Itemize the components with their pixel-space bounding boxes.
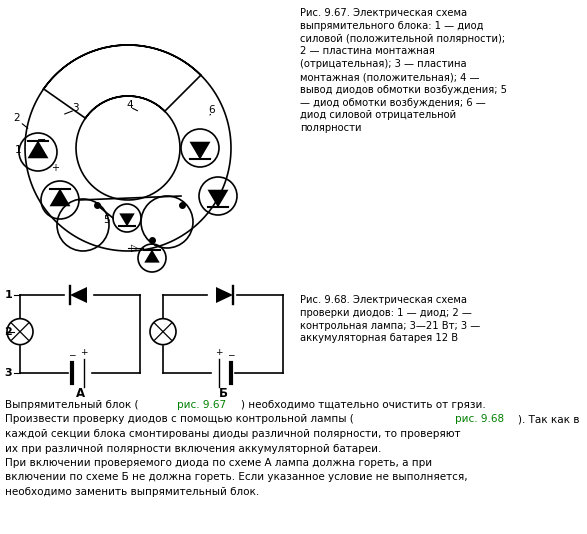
Text: необходимо заменить выпрямительный блок.: необходимо заменить выпрямительный блок. bbox=[5, 487, 259, 497]
Text: их при различной полярности включения аккумуляторной батареи.: их при различной полярности включения ак… bbox=[5, 444, 382, 453]
Text: +: + bbox=[215, 348, 222, 357]
Text: Произвести проверку диодов с помощью контрольной лампы (: Произвести проверку диодов с помощью кон… bbox=[5, 414, 354, 425]
Text: +: + bbox=[51, 163, 59, 173]
Text: включении по схеме Б не должна гореть. Если указанное условие не выполняется,: включении по схеме Б не должна гореть. Е… bbox=[5, 473, 468, 483]
Polygon shape bbox=[119, 214, 134, 226]
Text: Б: Б bbox=[218, 387, 228, 400]
Polygon shape bbox=[49, 189, 70, 206]
Text: 6: 6 bbox=[209, 105, 215, 115]
Polygon shape bbox=[216, 287, 233, 303]
Text: −: − bbox=[38, 135, 47, 145]
Text: 4: 4 bbox=[127, 100, 133, 110]
Polygon shape bbox=[144, 249, 160, 263]
Text: А: А bbox=[76, 387, 85, 400]
Text: ▷: ▷ bbox=[131, 243, 139, 253]
Text: При включении проверяемого диода по схеме А лампа должна гореть, а при: При включении проверяемого диода по схем… bbox=[5, 458, 432, 468]
Polygon shape bbox=[208, 190, 228, 208]
Text: 5: 5 bbox=[104, 215, 110, 225]
Text: +: + bbox=[80, 348, 87, 357]
Polygon shape bbox=[70, 287, 87, 303]
Text: 1: 1 bbox=[15, 145, 21, 155]
Text: −: − bbox=[68, 350, 76, 359]
Polygon shape bbox=[28, 140, 49, 158]
Text: 1: 1 bbox=[4, 290, 12, 300]
Text: рис. 9.68: рис. 9.68 bbox=[455, 414, 504, 425]
Text: 3: 3 bbox=[4, 368, 12, 378]
Text: ). Так как в: ). Так как в bbox=[518, 414, 580, 425]
Text: Рис. 9.67. Электрическая схема
выпрямительного блока: 1 — диод
силовой (положите: Рис. 9.67. Электрическая схема выпрямите… bbox=[300, 8, 507, 133]
Text: ) необходимо тщательно очистить от грязи.: ) необходимо тщательно очистить от грязи… bbox=[241, 400, 485, 410]
Polygon shape bbox=[190, 142, 211, 160]
Text: Рис. 9.68. Электрическая схема
проверки диодов: 1 — диод; 2 —
контрольная лампа;: Рис. 9.68. Электрическая схема проверки … bbox=[300, 295, 480, 343]
Text: каждой секции блока смонтированы диоды различной полярности, то проверяют: каждой секции блока смонтированы диоды р… bbox=[5, 429, 460, 439]
Text: 2: 2 bbox=[4, 327, 12, 336]
Text: −: − bbox=[227, 350, 235, 359]
Text: Выпрямительный блок (: Выпрямительный блок ( bbox=[5, 400, 139, 410]
Text: рис. 9.67: рис. 9.67 bbox=[177, 400, 227, 410]
Text: 2: 2 bbox=[14, 113, 21, 123]
Text: 3: 3 bbox=[72, 103, 78, 113]
